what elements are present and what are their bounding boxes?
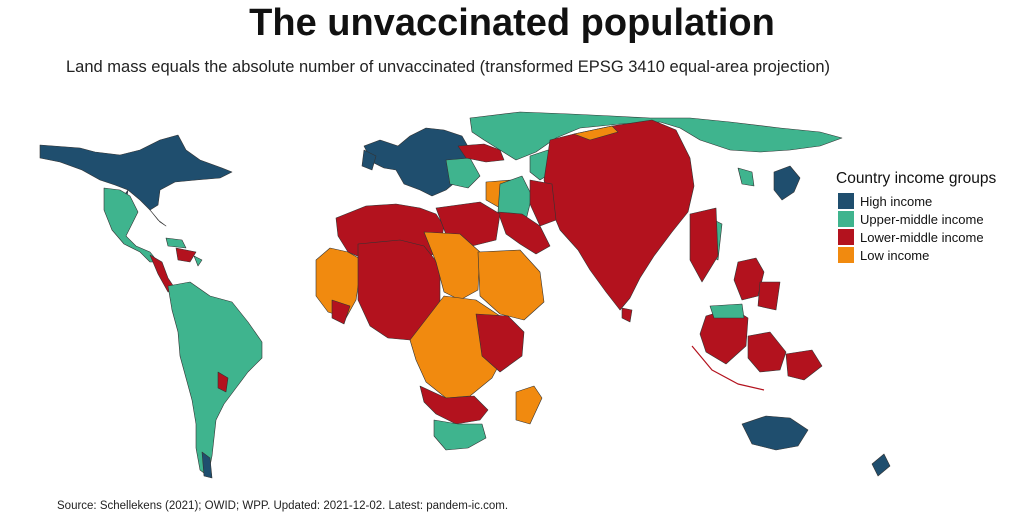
region-south-africa-um	[433, 419, 487, 451]
region-west-coast-lm	[331, 299, 351, 325]
region-south-america-hi	[201, 451, 213, 479]
region-malaysia-um	[709, 303, 745, 319]
region-new-zealand	[871, 453, 891, 477]
legend-label: Upper-middle income	[860, 211, 984, 227]
region-south-america	[167, 281, 263, 477]
legend-swatch	[838, 247, 854, 263]
legend-item-lower-middle-income: Lower-middle income	[836, 228, 996, 246]
region-russia	[469, 111, 843, 161]
legend-label: High income	[860, 193, 933, 209]
region-europe-lm	[457, 143, 505, 163]
region-indonesia-islands	[747, 331, 823, 381]
legend-label: Low income	[860, 247, 930, 263]
map-title: The unvaccinated population	[249, 2, 775, 44]
legend-swatch	[838, 211, 854, 227]
region-caribbean-lm	[175, 247, 197, 263]
region-mexico	[103, 187, 159, 263]
region-south-africa-lm	[419, 385, 489, 425]
region-sri-lanka	[621, 307, 633, 323]
map-subtitle: Land mass equals the absolute number of …	[66, 58, 831, 76]
region-middle-east-lm	[497, 211, 551, 255]
legend-swatch	[838, 229, 854, 245]
legend-label: Lower-middle income	[860, 229, 984, 245]
region-east-africa-lm	[475, 313, 525, 373]
legend-item-upper-middle-income: Upper-middle income	[836, 210, 996, 228]
region-south-asia	[543, 119, 695, 311]
region-indonesia-arc	[691, 345, 765, 391]
region-sahel-low	[423, 231, 481, 301]
region-australia	[741, 415, 809, 451]
region-philippines-b	[757, 281, 781, 311]
region-west-africa-low	[315, 247, 363, 319]
region-madagascar	[515, 385, 543, 425]
region-north-america-north	[39, 134, 233, 211]
source-caption: Source: Schellekens (2021); OWID; WPP. U…	[57, 500, 509, 512]
legend-title: Country income groups	[836, 170, 997, 187]
region-uk	[361, 149, 377, 171]
legend-item-low-income: Low income	[836, 246, 996, 264]
region-japan-area	[773, 165, 801, 201]
region-caribbean-um	[165, 237, 203, 267]
region-south-asia-low	[573, 125, 619, 141]
region-afghan-lm	[529, 179, 557, 227]
region-europe-um	[445, 157, 481, 189]
region-south-america-lm	[217, 371, 229, 393]
region-myanmar-thai	[689, 207, 719, 283]
region-horn-low	[477, 249, 545, 321]
legend-item-high-income: High income	[836, 192, 996, 210]
region-philippines	[733, 257, 765, 301]
legend: Country income groups High income Upper-…	[836, 170, 996, 264]
legend-swatch	[838, 193, 854, 209]
